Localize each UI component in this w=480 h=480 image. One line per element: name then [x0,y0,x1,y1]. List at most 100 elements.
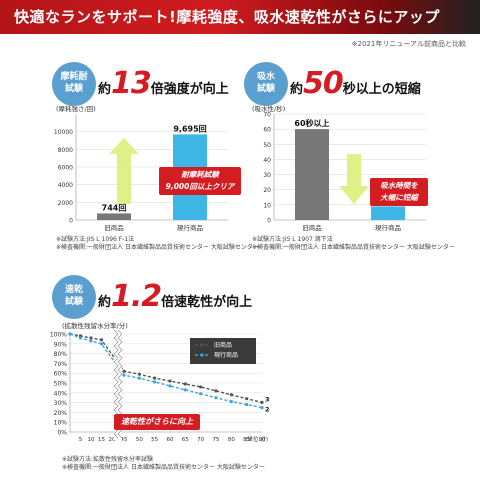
quickdry-chart: 0% 10% 20% 30% 40% 50% 60% 70% 80% 90% 100% 5 10 15 20… [50,329,270,443]
legend-label: 現行商品 [214,351,238,359]
abrasion-ylabel: (摩耗強さ/回) [56,105,96,113]
badge-line-2: 試験 [256,84,275,94]
y-tick-label: 50 [263,142,271,149]
headline-pre: 約 [98,82,112,97]
legend-label: 旧商品 [214,341,232,349]
headline-pre: 約 [290,82,304,97]
y-tick-label: 0% [57,430,67,437]
data-label: 744回 [102,203,127,212]
data-point [153,380,157,384]
x-tick-label: 旧商品 [302,223,322,232]
callout-line-1: 耐摩耗試験 [181,170,219,179]
data-point [229,400,233,404]
x-tick-label: 50 [136,437,143,443]
badge-line-2: 試験 [64,84,83,94]
y-tick-label: 10000 [54,129,73,136]
x-tick-label: 20 [109,437,116,443]
y-tick-label: 2000 [58,200,73,207]
y-tick-label: 60 [263,127,271,134]
absorption-ylabel: (吸水性/秒) [252,105,286,113]
absorption-callout: 吸水時間を 大幅に短縮 [370,178,428,206]
data-point [137,376,141,380]
y-tick-label: 30% [54,400,68,407]
absorption-chart: 01020304050607060秒以上旧商品9秒現行商品 [263,112,426,232]
callout-line-2: 9,000回以上クリア [165,182,235,191]
x-tick-label: 85 [243,437,250,443]
x-tick-label: 10 [88,437,95,443]
abrasion-callout: 耐摩耗試験 9,000回以上クリア [159,167,241,195]
data-point [214,396,218,400]
data-point [260,400,264,405]
data-point [137,372,141,376]
quickdry-notes: ※試験方法:拡散性残留水分率試験 ※検査機関:一般財団法人 日本繊維製品品質技術… [62,456,265,472]
page-title: 快適なランをサポート!摩耗強度、吸水速乾性がさらにアップ [14,8,440,26]
data-point [89,336,93,340]
series-line-old [69,333,263,404]
quickdry-badge: 速乾 試験 [52,275,96,319]
data-point [183,388,187,392]
headline-post: 倍速乾性が向上 [161,295,253,310]
abrasion-notes: ※試験方法:JIS L 1096 F-1法 ※検査機関:一般財団法人 日本繊維製… [56,236,259,252]
quickdry-headline: 約1.2倍速乾性が向上 [98,279,252,314]
legend-marker [200,343,204,347]
x-axis-unit: (単位:分) [245,435,268,443]
x-tick-label: 90 [259,437,266,443]
absorption-notes: ※試験方法:JIS L 1907 滴下法 ※検査機関:一般財団法人 日本繊維製品… [252,236,455,252]
data-point [245,397,249,401]
note-lab: ※検査機関:一般財団法人 日本繊維製品品質技術センター 大阪試験センター [56,244,259,251]
y-tick-label: 30 [263,172,271,179]
badge-line-1: 吸水 [256,72,275,82]
y-tick-label: 6000 [58,165,73,172]
data-point [78,336,83,340]
legend-marker [200,353,204,357]
x-tick-label: 現行商品 [177,223,203,232]
callout-line-1: 吸水時間を [380,181,418,190]
headline-post: 倍強度が向上 [150,82,229,97]
x-tick-label: 旧商品 [104,223,124,232]
y-tick-label: 20% [54,410,68,417]
badge-line-1: 摩耗耐 [60,72,88,82]
y-tick-label: 0 [69,218,73,225]
y-tick-label: 70% [54,361,68,368]
x-tick-label: 45 [121,437,128,443]
y-tick-label: 8000 [58,147,73,154]
data-point [168,384,172,388]
end-label: 24.9% [265,406,270,414]
data-point [89,339,93,343]
bar-old [97,213,131,220]
data-point [260,405,264,410]
data-point [183,382,187,386]
data-label: 60秒以上 [294,118,329,128]
x-tick-label: 70 [197,437,204,443]
x-tick-label: 15 [98,437,105,443]
x-tick-label: 65 [182,437,189,443]
y-tick-label: 10% [54,420,68,427]
badge-line-2: 試験 [64,297,83,307]
header-banner: 快適なランをサポート!摩耗強度、吸水速乾性がさらにアップ [0,0,480,34]
headline-post: 秒以上の短縮 [342,82,421,97]
data-point [122,369,126,373]
badge-line-1: 速乾 [64,285,83,295]
abrasion-headline: 約13倍強度が向上 [98,66,229,101]
series-line-new [69,333,263,409]
top-note: ※2021年リニューアル前商品と比較 [351,40,466,48]
y-tick-label: 0 [267,218,271,225]
x-tick-label: 5 [79,437,83,443]
data-point [199,392,203,396]
axis-break-mask [114,330,122,440]
note-lab: ※検査機関:一般財団法人 日本繊維製品品質技術センター 大阪試験センター [252,244,455,251]
x-tick-label: 75 [213,437,220,443]
end-label: 30.2% [265,395,270,403]
bar-new [371,206,405,220]
data-point [153,376,157,380]
data-point [199,385,203,389]
y-tick-label: 60% [54,371,68,378]
note-method: ※試験方法:拡散性残留水分率試験 [62,456,154,463]
abrasion-badge: 摩耗耐 試験 [52,62,96,106]
quickdry-ylabel: (拡散性残留水分率/分) [62,322,128,330]
legend-box [190,338,256,364]
y-tick-label: 40% [54,390,68,397]
y-tick-label: 40 [263,157,271,164]
y-tick-label: 20 [263,187,271,194]
note-method: ※試験方法:JIS L 1907 滴下法 [252,236,333,243]
